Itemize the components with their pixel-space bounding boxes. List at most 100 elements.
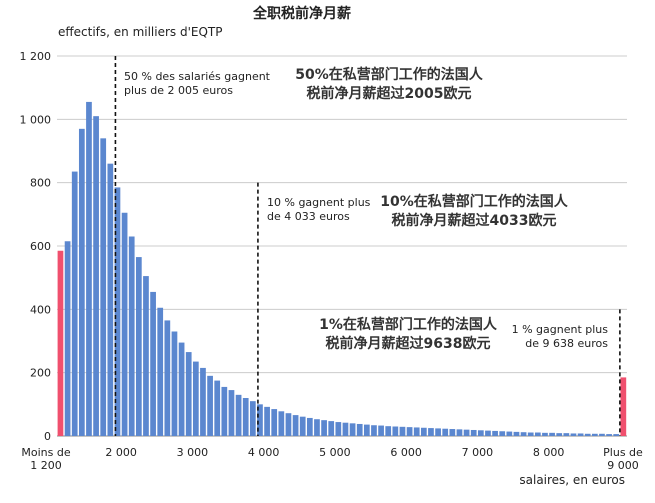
y-tick-label: 1 000 (20, 113, 52, 126)
x-tick-label: 7 000 (462, 446, 494, 459)
bar (171, 331, 178, 436)
bar (556, 433, 563, 436)
bar (93, 116, 99, 437)
bar (470, 429, 477, 436)
bar (185, 352, 192, 436)
bar (506, 431, 513, 436)
markers (114, 56, 621, 436)
y-tick-label: 400 (30, 303, 51, 316)
bar (449, 429, 456, 436)
grid-lines (57, 55, 627, 437)
edge-bar (620, 377, 627, 436)
bar (606, 434, 612, 436)
translation-label: 税前净月薪超过9638欧元 (326, 335, 491, 352)
bar (128, 236, 135, 436)
bar (599, 433, 605, 436)
bar (520, 432, 527, 436)
bars (57, 101, 627, 437)
bar (420, 427, 427, 436)
bar (235, 394, 242, 436)
bar (121, 212, 128, 436)
bar (157, 307, 164, 436)
bar (392, 426, 399, 436)
bar (335, 422, 342, 436)
x-edge-label-high: 9 000 (607, 459, 639, 472)
bar (135, 257, 142, 436)
bar (271, 409, 278, 436)
marker-label: 10 % gagnent plus (267, 196, 371, 209)
x-ticks: 2 000 3 000 4 000 5 000 6 000 7 000 8 000 Moins… (21, 446, 643, 472)
bar (492, 430, 498, 436)
x-tick-label: 6 000 (390, 446, 422, 459)
bar (549, 432, 555, 436)
bar (328, 421, 335, 436)
bar (264, 406, 270, 436)
x-edge-label-low: Moins de (21, 446, 70, 459)
x-tick-label: 5 000 (319, 446, 351, 459)
bar (86, 101, 92, 437)
bar (527, 432, 534, 436)
x-edge-label-low: 1 200 (30, 459, 62, 472)
x-tick-label: 3 000 (177, 446, 209, 459)
bar (278, 411, 285, 436)
bar (378, 425, 384, 436)
y-tick-label: 600 (30, 240, 51, 253)
bar (456, 429, 463, 436)
translation-label: 10%在私营部门工作的法国人 (380, 193, 569, 210)
y-axis-label: effectifs, en milliers d'EQTP (58, 25, 223, 39)
bar (200, 367, 206, 436)
bar (463, 429, 470, 436)
bar (143, 276, 149, 436)
bar (306, 417, 313, 436)
bar (257, 404, 263, 436)
bar (71, 171, 78, 437)
bar (207, 375, 213, 436)
bar (613, 434, 620, 436)
bar (584, 433, 591, 436)
y-tick-label: 1 200 (20, 50, 52, 63)
bar (214, 380, 221, 436)
marker-label: 50 % des salariés gagnent (124, 70, 271, 83)
bar (228, 390, 235, 436)
x-edge-label-high: Plus de (603, 446, 643, 459)
bar (221, 386, 228, 436)
bar (299, 416, 306, 436)
bar (249, 401, 256, 436)
bar (542, 432, 548, 436)
bar (428, 428, 434, 436)
bar (363, 424, 370, 436)
bar (385, 426, 392, 436)
x-tick-label: 8 000 (533, 446, 565, 459)
bar (435, 428, 441, 436)
bar (342, 422, 349, 436)
translation-label: 50%在私营部门工作的法国人 (295, 66, 484, 83)
bar (78, 128, 85, 437)
bar (64, 241, 71, 436)
marker-label: de 4 033 euros (267, 210, 350, 223)
y-ticks: 0 200 400 600 800 1 000 1 200 (20, 50, 52, 443)
bar (292, 415, 299, 436)
bar (107, 163, 114, 436)
x-axis-label: salaires, en euros (519, 473, 625, 487)
bar (534, 432, 541, 436)
chart-title: 全职税前净月薪 (252, 5, 351, 22)
bar (192, 361, 199, 436)
bar (477, 430, 484, 436)
bar (577, 433, 584, 436)
bar (321, 420, 327, 436)
translation-label: 税前净月薪超过2005欧元 (307, 85, 472, 102)
bar (349, 423, 356, 436)
bar (570, 433, 577, 436)
marker-label: 1 % gagnent plus (512, 323, 609, 336)
bar (499, 431, 506, 436)
translation-label: 1%在私营部门工作的法国人 (319, 316, 498, 333)
bar (563, 433, 570, 436)
bar (399, 426, 406, 436)
marker-label: plus de 2 005 euros (124, 84, 233, 97)
bar (442, 428, 449, 436)
bar (371, 425, 377, 436)
y-tick-label: 800 (30, 177, 51, 190)
bar (242, 398, 249, 436)
bar (164, 320, 171, 436)
